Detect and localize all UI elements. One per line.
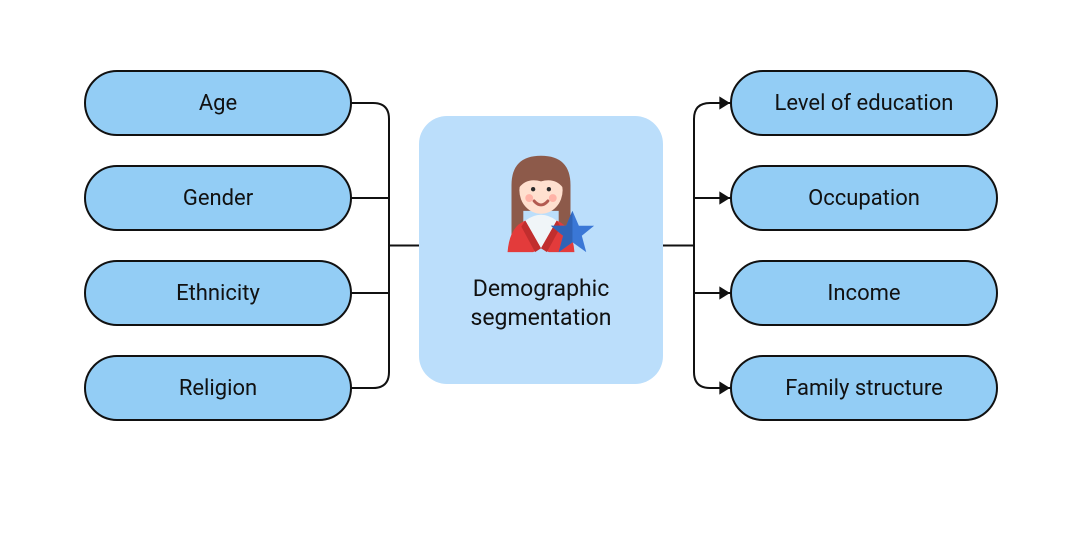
eye-left xyxy=(531,187,535,191)
pill-age: Age xyxy=(84,70,352,136)
pill-label: Level of education xyxy=(775,91,954,116)
pill-occupation: Occupation xyxy=(730,165,998,231)
pill-level-of-education: Level of education xyxy=(730,70,998,136)
center-card: Demographicsegmentation xyxy=(419,116,663,384)
cheek-left xyxy=(525,194,533,202)
pill-label: Age xyxy=(199,91,237,116)
pill-label: Income xyxy=(827,281,900,306)
pill-label: Religion xyxy=(179,376,257,401)
pill-family-structure: Family structure xyxy=(730,355,998,421)
pill-label: Gender xyxy=(183,186,253,211)
pill-gender: Gender xyxy=(84,165,352,231)
pill-label: Ethnicity xyxy=(176,281,260,306)
eye-right xyxy=(547,187,551,191)
pill-religion: Religion xyxy=(84,355,352,421)
pill-ethnicity: Ethnicity xyxy=(84,260,352,326)
cheek-right xyxy=(549,194,557,202)
diagram-canvas: Demographicsegmentation Age Gender Ethni… xyxy=(0,0,1081,560)
pill-income: Income xyxy=(730,260,998,326)
persona-star-icon xyxy=(482,142,600,260)
pill-label: Occupation xyxy=(808,186,920,211)
center-title: Demographicsegmentation xyxy=(470,274,611,333)
pill-label: Family structure xyxy=(785,376,943,401)
